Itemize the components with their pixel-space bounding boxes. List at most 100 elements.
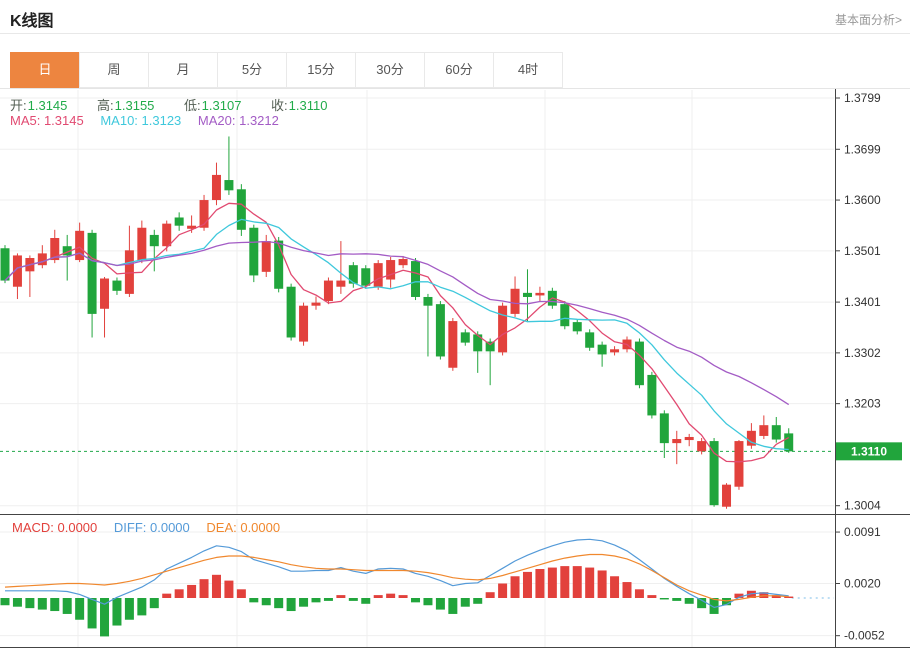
macd-bar <box>697 598 707 609</box>
candle-body <box>149 234 159 247</box>
macd-bar <box>734 593 744 598</box>
macd-axis-label: -0.0052 <box>844 629 885 643</box>
macd-bar <box>50 598 60 612</box>
candle-body <box>423 296 433 306</box>
macd-bar <box>535 569 545 598</box>
candle-body <box>361 268 371 286</box>
candle-body <box>311 302 321 306</box>
macd-bar <box>722 598 732 606</box>
chart-area: 1.3799 1.3699 1.3600 1.3501 1.3401 1.3302 1.32… <box>0 88 910 650</box>
candle-body <box>473 334 483 352</box>
candle-body <box>659 413 669 444</box>
kline-chart[interactable]: 1.3799 1.3699 1.3600 1.3501 1.3401 1.3302 1.32… <box>0 89 910 650</box>
candle-body <box>411 261 421 297</box>
macd-bar <box>286 598 296 612</box>
macd-bar <box>336 595 346 598</box>
macd-bar <box>311 598 321 603</box>
macd-bar <box>62 598 72 614</box>
candle-body <box>373 263 383 287</box>
macd-bar <box>634 589 644 598</box>
fundamental-analysis-link[interactable]: 基本面分析> <box>834 13 902 27</box>
macd-bar <box>572 566 582 598</box>
candle-body <box>348 265 358 284</box>
macd-bar <box>585 567 595 598</box>
candle-body <box>498 305 508 353</box>
macd-bar <box>361 598 371 604</box>
macd-bar <box>37 598 47 610</box>
macd-bar <box>622 582 632 598</box>
macd-bar <box>187 584 197 598</box>
macd-bar <box>386 593 396 598</box>
candle-body <box>672 439 682 444</box>
price-axis-label: 1.3799 <box>844 91 881 105</box>
macd-bar <box>597 570 607 598</box>
ma5-readout: MA5: 1.3145 <box>10 113 84 128</box>
price-axis-label: 1.3004 <box>844 499 881 513</box>
macd-bar <box>510 576 520 598</box>
candle-body <box>37 253 47 266</box>
candle-body <box>137 227 147 261</box>
candle-body <box>100 278 110 309</box>
candle-body <box>386 260 396 280</box>
macd-bar <box>423 598 433 606</box>
macd-bar <box>348 598 358 601</box>
candle-body <box>211 174 221 201</box>
candle-body <box>759 425 769 436</box>
diff-line <box>5 538 789 609</box>
tab-30min[interactable]: 30分 <box>355 52 425 88</box>
tab-monthly[interactable]: 月 <box>148 52 218 88</box>
page-header: K线图 基本面分析> <box>0 0 910 34</box>
macd-bar <box>746 590 756 598</box>
candle-body <box>261 241 271 272</box>
candle-body <box>12 255 22 287</box>
macd-readout: MACD: 0.0000 <box>12 520 98 535</box>
price-axis-label: 1.3302 <box>844 346 881 360</box>
price-axis-label: 1.3501 <box>844 244 881 258</box>
macd-bar <box>174 589 184 598</box>
current-price-badge-label: 1.3110 <box>851 444 887 458</box>
macd-axis-label: 0.0091 <box>844 525 881 539</box>
candle-body <box>50 238 60 261</box>
macd-bar <box>659 598 669 600</box>
candle-body <box>448 321 458 368</box>
macd-bar <box>771 595 781 598</box>
macd-bar <box>560 566 570 598</box>
macd-bar <box>75 598 85 620</box>
macd-bar <box>435 598 445 610</box>
macd-bar <box>411 598 421 603</box>
tab-5min[interactable]: 5分 <box>217 52 287 88</box>
candle-body <box>522 292 532 297</box>
candle-body <box>199 200 209 228</box>
tab-15min[interactable]: 15分 <box>286 52 356 88</box>
tab-4hour[interactable]: 4时 <box>493 52 563 88</box>
ma10-readout: MA10: 1.3123 <box>100 113 182 128</box>
candle-body <box>435 304 445 357</box>
candle-body <box>224 180 234 191</box>
low-readout: 低:1.3107 <box>184 98 242 113</box>
tab-daily[interactable]: 日 <box>10 52 80 88</box>
tab-weekly[interactable]: 周 <box>79 52 149 88</box>
macd-bar <box>12 598 22 607</box>
candle-body <box>323 280 333 302</box>
price-axis-label: 1.3203 <box>844 397 881 411</box>
macd-bar <box>784 596 794 598</box>
macd-bar <box>709 598 719 614</box>
candle-body <box>572 322 582 332</box>
candle-body <box>560 304 570 327</box>
macd-bar <box>610 576 620 598</box>
macd-bar <box>249 598 259 603</box>
tab-60min[interactable]: 60分 <box>424 52 494 88</box>
macd-bar <box>299 598 309 607</box>
candle-body <box>187 225 197 229</box>
macd-bar <box>398 595 408 598</box>
macd-legend: MACD: 0.0000 DIFF: 0.0000 DEA: 0.0000 <box>12 520 293 535</box>
macd-bar <box>485 592 495 598</box>
candle-body <box>647 374 657 416</box>
macd-bar <box>137 598 147 616</box>
candle-body <box>286 286 296 338</box>
candle-body <box>460 332 470 343</box>
macd-bar <box>460 598 470 607</box>
macd-bar <box>162 593 172 598</box>
macd-bar <box>224 580 234 598</box>
